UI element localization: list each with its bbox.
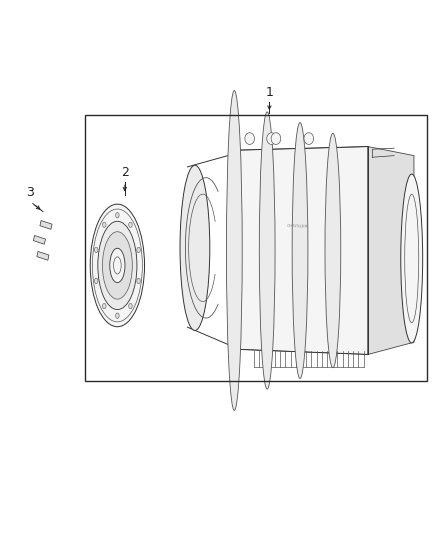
Ellipse shape (95, 247, 98, 253)
Ellipse shape (401, 174, 423, 343)
Polygon shape (232, 147, 368, 354)
Ellipse shape (95, 278, 98, 284)
Ellipse shape (129, 222, 132, 228)
Text: 3: 3 (26, 187, 34, 199)
Text: 2: 2 (121, 166, 129, 179)
Ellipse shape (245, 133, 254, 144)
Ellipse shape (116, 313, 119, 318)
Ellipse shape (271, 133, 281, 144)
Ellipse shape (259, 112, 275, 389)
Ellipse shape (98, 221, 137, 310)
Ellipse shape (267, 133, 276, 144)
Polygon shape (368, 147, 414, 354)
Ellipse shape (102, 222, 106, 228)
Polygon shape (33, 236, 46, 244)
Ellipse shape (137, 247, 140, 253)
Ellipse shape (102, 232, 132, 299)
Text: CHRYSLER: CHRYSLER (287, 224, 309, 229)
Ellipse shape (292, 123, 308, 378)
Ellipse shape (325, 133, 341, 368)
Bar (85, 115, 427, 381)
Ellipse shape (180, 165, 210, 330)
Ellipse shape (110, 248, 125, 282)
Text: 1: 1 (265, 86, 273, 99)
Ellipse shape (304, 133, 314, 144)
Ellipse shape (129, 303, 132, 309)
Polygon shape (40, 221, 52, 229)
Ellipse shape (102, 303, 106, 309)
Ellipse shape (116, 213, 119, 218)
Polygon shape (37, 252, 49, 260)
Ellipse shape (226, 91, 242, 410)
Ellipse shape (137, 278, 140, 284)
Ellipse shape (90, 204, 145, 327)
